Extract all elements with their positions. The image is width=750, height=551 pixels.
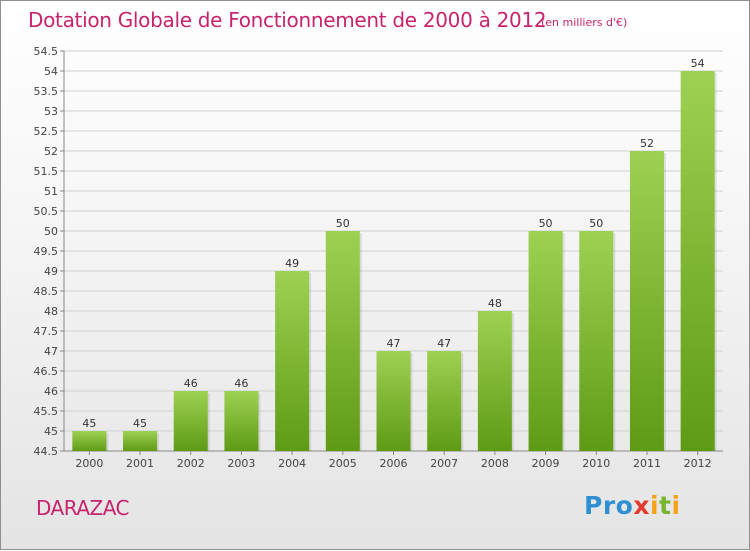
bar xyxy=(427,351,462,451)
y-tick-label: 50 xyxy=(44,225,58,238)
y-tick-label: 52.5 xyxy=(34,125,59,138)
y-tick-label: 51 xyxy=(44,185,58,198)
bar xyxy=(680,71,715,451)
data-label: 45 xyxy=(133,417,147,430)
data-label: 48 xyxy=(488,297,502,310)
x-tick-label: 2006 xyxy=(380,457,408,470)
y-tick-label: 47.5 xyxy=(34,325,59,338)
x-tick-label: 2010 xyxy=(582,457,610,470)
commune-name: DARAZAC xyxy=(36,496,130,520)
y-tick-label: 52 xyxy=(44,145,58,158)
bar xyxy=(173,391,208,451)
chart-subtitle: (en milliers d'€) xyxy=(541,16,628,29)
x-tick-label: 2001 xyxy=(126,457,154,470)
bar xyxy=(579,231,614,451)
y-tick-label: 54 xyxy=(44,65,58,78)
bars xyxy=(72,71,717,451)
logo-part: x xyxy=(633,491,650,520)
data-label: 46 xyxy=(234,377,248,390)
y-tick-label: 51.5 xyxy=(34,165,59,178)
x-tick-label: 2009 xyxy=(532,457,560,470)
logo-part: i xyxy=(671,491,681,520)
x-tick-label: 2000 xyxy=(75,457,103,470)
y-tick-label: 46.5 xyxy=(34,365,59,378)
labels: 45 2000 45 2001 46 2002 46 2003 49 2004 50 2005 47 20… xyxy=(75,57,711,470)
data-label: 50 xyxy=(336,217,350,230)
y-tick-label: 48 xyxy=(44,305,58,318)
x-tick-label: 2003 xyxy=(227,457,255,470)
x-tick-label: 2007 xyxy=(430,457,458,470)
data-label: 47 xyxy=(387,337,401,350)
bar xyxy=(224,391,259,451)
y-tick-label: 53.5 xyxy=(34,85,59,98)
bar xyxy=(629,151,664,451)
bar xyxy=(123,431,158,451)
data-label: 50 xyxy=(539,217,553,230)
bar xyxy=(325,231,360,451)
bar xyxy=(376,351,411,451)
y-tick-label: 44.5 xyxy=(34,445,59,458)
bar xyxy=(275,271,310,451)
x-tick-label: 2002 xyxy=(177,457,205,470)
y-tick-label: 48.5 xyxy=(34,285,59,298)
x-tick-label: 2012 xyxy=(684,457,712,470)
data-label: 46 xyxy=(184,377,198,390)
data-label: 54 xyxy=(691,57,705,70)
y-tick-label: 54.5 xyxy=(34,45,59,58)
chart-title: Dotation Globale de Fonctionnement de 20… xyxy=(28,8,547,32)
y-tick-label: 53 xyxy=(44,105,58,118)
bar xyxy=(477,311,512,451)
y-tick-label: 50.5 xyxy=(34,205,59,218)
data-label: 50 xyxy=(589,217,603,230)
logo-part: t xyxy=(659,491,672,520)
x-tick-label: 2005 xyxy=(329,457,357,470)
proxiti-logo[interactable]: Proxiti xyxy=(584,491,681,520)
x-tick-label: 2011 xyxy=(633,457,661,470)
logo-part: i xyxy=(649,491,660,520)
y-tick-label: 49.5 xyxy=(34,245,59,258)
data-label: 47 xyxy=(437,337,451,350)
data-label: 49 xyxy=(285,257,299,270)
y-tick-label: 45 xyxy=(44,425,58,438)
y-tick-label: 46 xyxy=(44,385,58,398)
bar xyxy=(528,231,563,451)
data-label: 52 xyxy=(640,137,654,150)
y-tick-label: 47 xyxy=(44,345,58,358)
bar xyxy=(72,431,107,451)
y-tick-label: 49 xyxy=(44,265,58,278)
x-tick-label: 2008 xyxy=(481,457,509,470)
x-tick-label: 2004 xyxy=(278,457,306,470)
data-label: 45 xyxy=(82,417,96,430)
y-tick-label: 45.5 xyxy=(34,405,59,418)
logo-part: Pro xyxy=(584,491,634,520)
